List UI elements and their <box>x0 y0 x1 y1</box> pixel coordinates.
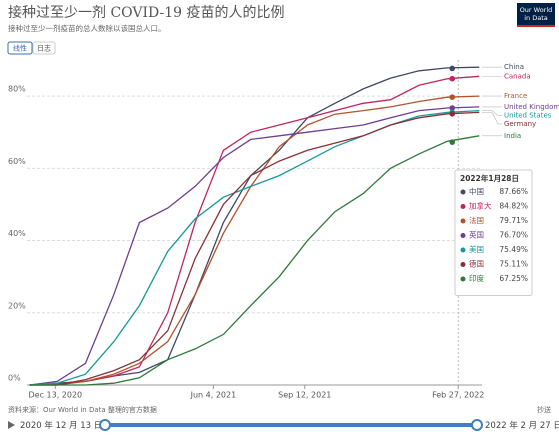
series-line <box>29 75 480 386</box>
tooltip-name: 中国 <box>469 186 484 196</box>
hover-dot <box>449 65 456 72</box>
series-label: France <box>504 92 527 100</box>
tooltip-value: 79.71% <box>499 216 528 225</box>
series-label: United Kingdom <box>504 103 559 111</box>
license[interactable]: 抄送 <box>537 405 551 414</box>
source: 资料来源：Our World in Data 整理的官方数据 <box>8 405 157 414</box>
hover-dot <box>449 94 456 100</box>
tooltip-title: 2022年1月28日 <box>460 173 519 183</box>
tooltip-swatch <box>460 262 466 267</box>
x-tick-label: Jun 4, 2021 <box>190 391 237 400</box>
logo-box <box>517 3 555 27</box>
y-tick-label: 20% <box>8 301 26 310</box>
tab-log[interactable] <box>32 41 56 55</box>
tooltip-value: 67.25% <box>499 274 528 283</box>
tab-label[interactable]: 日志 <box>37 44 51 53</box>
tooltip-box <box>454 169 533 296</box>
tooltip-swatch <box>460 204 466 209</box>
timeline-handle[interactable] <box>99 419 111 431</box>
label-leader <box>482 110 502 116</box>
x-tick-label: Sep 12, 2021 <box>278 391 331 400</box>
chart-subtitle: 接种过至少一剂疫苗的总人数除以该国总人口。 <box>8 23 166 33</box>
series-label: Canada <box>504 72 531 80</box>
series-label: India <box>504 132 521 140</box>
timeline-start: 2020 年 12 月 13 日 <box>20 420 102 431</box>
tooltip-value: 87.66% <box>499 187 528 196</box>
hover-dot <box>449 110 456 117</box>
tooltip-name: 加拿大 <box>469 201 492 211</box>
tooltip-swatch <box>460 218 466 224</box>
tooltip-swatch <box>460 276 466 282</box>
tab-linear[interactable] <box>7 41 33 55</box>
hover-dot <box>449 75 456 82</box>
tooltip-name: 美国 <box>469 244 484 254</box>
logo-text: in Data <box>524 14 548 22</box>
y-tick-label: 40% <box>8 229 26 238</box>
tooltip-swatch <box>460 189 466 195</box>
series-line <box>29 109 480 386</box>
tab-label[interactable]: 线性 <box>13 44 27 53</box>
y-tick-label: 60% <box>8 157 26 166</box>
tooltip-name: 英国 <box>469 230 484 240</box>
series-line <box>29 66 480 386</box>
tooltip-name: 法国 <box>469 215 484 225</box>
series-label: Germany <box>504 120 536 128</box>
tooltip-name: 印度 <box>469 273 484 283</box>
x-tick-label: Dec 13, 2020 <box>28 391 82 400</box>
hover-dot <box>449 105 456 111</box>
series-line <box>29 111 480 386</box>
tooltip-value: 76.70% <box>499 231 528 240</box>
play-button[interactable] <box>8 421 15 429</box>
timeline-end: 2022 年 2 月 27 日 <box>485 420 559 431</box>
tooltip-value: 84.82% <box>499 202 528 211</box>
logo-bar <box>517 25 555 27</box>
timeline-handle[interactable] <box>471 419 483 431</box>
hover-dot <box>449 139 456 145</box>
series-label: United States <box>504 111 552 119</box>
tooltip-value: 75.49% <box>499 245 528 254</box>
tooltip-value: 75.11% <box>499 260 528 269</box>
y-tick-label: 0% <box>8 374 21 383</box>
x-tick-label: Feb 27, 2022 <box>432 391 484 400</box>
tooltip-name: 德国 <box>469 259 484 269</box>
tooltip-swatch <box>460 233 466 238</box>
y-tick-label: 80% <box>8 85 26 94</box>
series-label: China <box>504 63 524 71</box>
label-leader <box>482 112 502 125</box>
chart-title: 接种过至少一剂 COVID-19 疫苗的人的比例 <box>8 4 285 21</box>
series-line <box>29 135 480 386</box>
tooltip-swatch <box>460 247 466 253</box>
series-line <box>29 106 480 386</box>
logo-text: Our World <box>520 6 553 14</box>
